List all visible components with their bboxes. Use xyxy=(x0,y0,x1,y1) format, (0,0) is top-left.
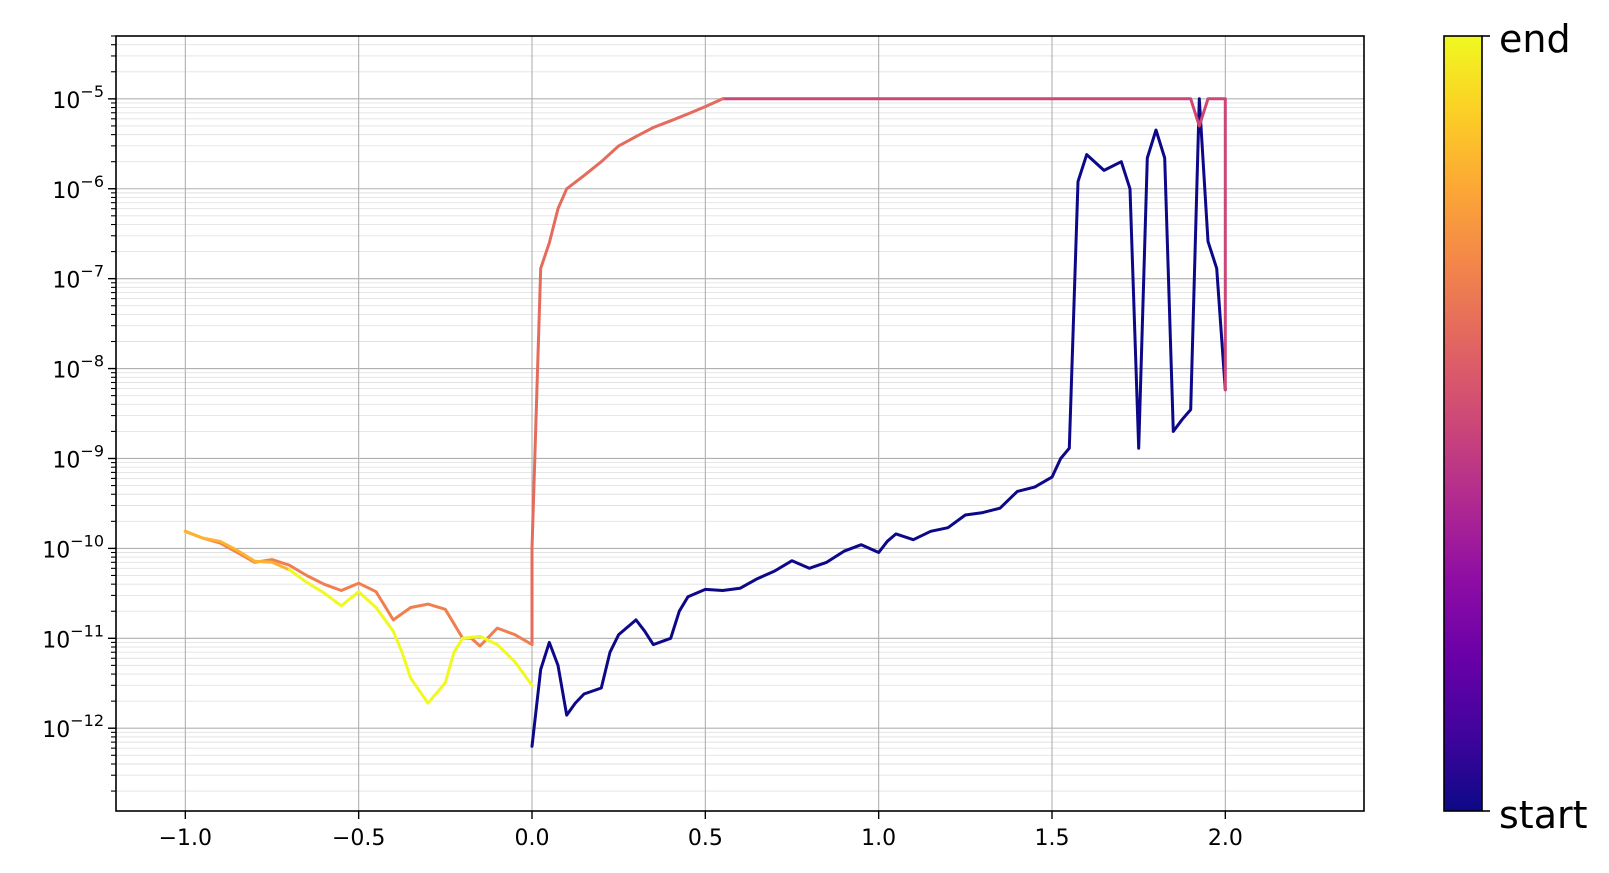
x-tick-label: 0.0 xyxy=(515,826,550,851)
major-gridlines xyxy=(116,36,1364,811)
x-tick-label: 1.0 xyxy=(861,826,896,851)
colorbar: end start xyxy=(1443,17,1588,837)
y-tick-label: 10−12 xyxy=(42,711,104,743)
series-line-5 xyxy=(183,529,291,572)
colorbar-label-start: start xyxy=(1499,793,1588,837)
y-tick-label: 10−8 xyxy=(52,352,104,384)
series-lines xyxy=(183,97,1227,748)
x-axis: −1.0 −0.5 0.0 0.5 1.0 1.5 2.0 xyxy=(159,811,1243,851)
y-tick-label: 10−10 xyxy=(42,531,104,563)
x-tick-label: 0.5 xyxy=(688,826,723,851)
minor-gridlines xyxy=(116,35,1364,792)
series-line-3 xyxy=(530,97,725,647)
y-tick-label: 10−5 xyxy=(52,82,104,114)
y-tick-label: 10−7 xyxy=(52,262,104,294)
series-line-6 xyxy=(287,568,534,705)
colorbar-gradient xyxy=(1443,35,1483,812)
x-tick-label: 1.5 xyxy=(1035,826,1070,851)
x-tick-label: 2.0 xyxy=(1208,826,1243,851)
x-tick-label: −1.0 xyxy=(159,826,212,851)
y-axis: 10−12 10−11 10−10 10−9 10−8 10−7 10−6 10−5 xyxy=(42,35,116,792)
x-tick-label: −0.5 xyxy=(332,826,385,851)
plot-frame xyxy=(115,35,1365,812)
y-tick-label: 10−9 xyxy=(52,441,104,473)
colorbar-label-end: end xyxy=(1499,17,1571,61)
series-line-2 xyxy=(721,97,1227,392)
series-line-1 xyxy=(530,97,1227,748)
y-tick-label: 10−11 xyxy=(42,621,104,653)
y-tick-label: 10−6 xyxy=(52,172,104,204)
